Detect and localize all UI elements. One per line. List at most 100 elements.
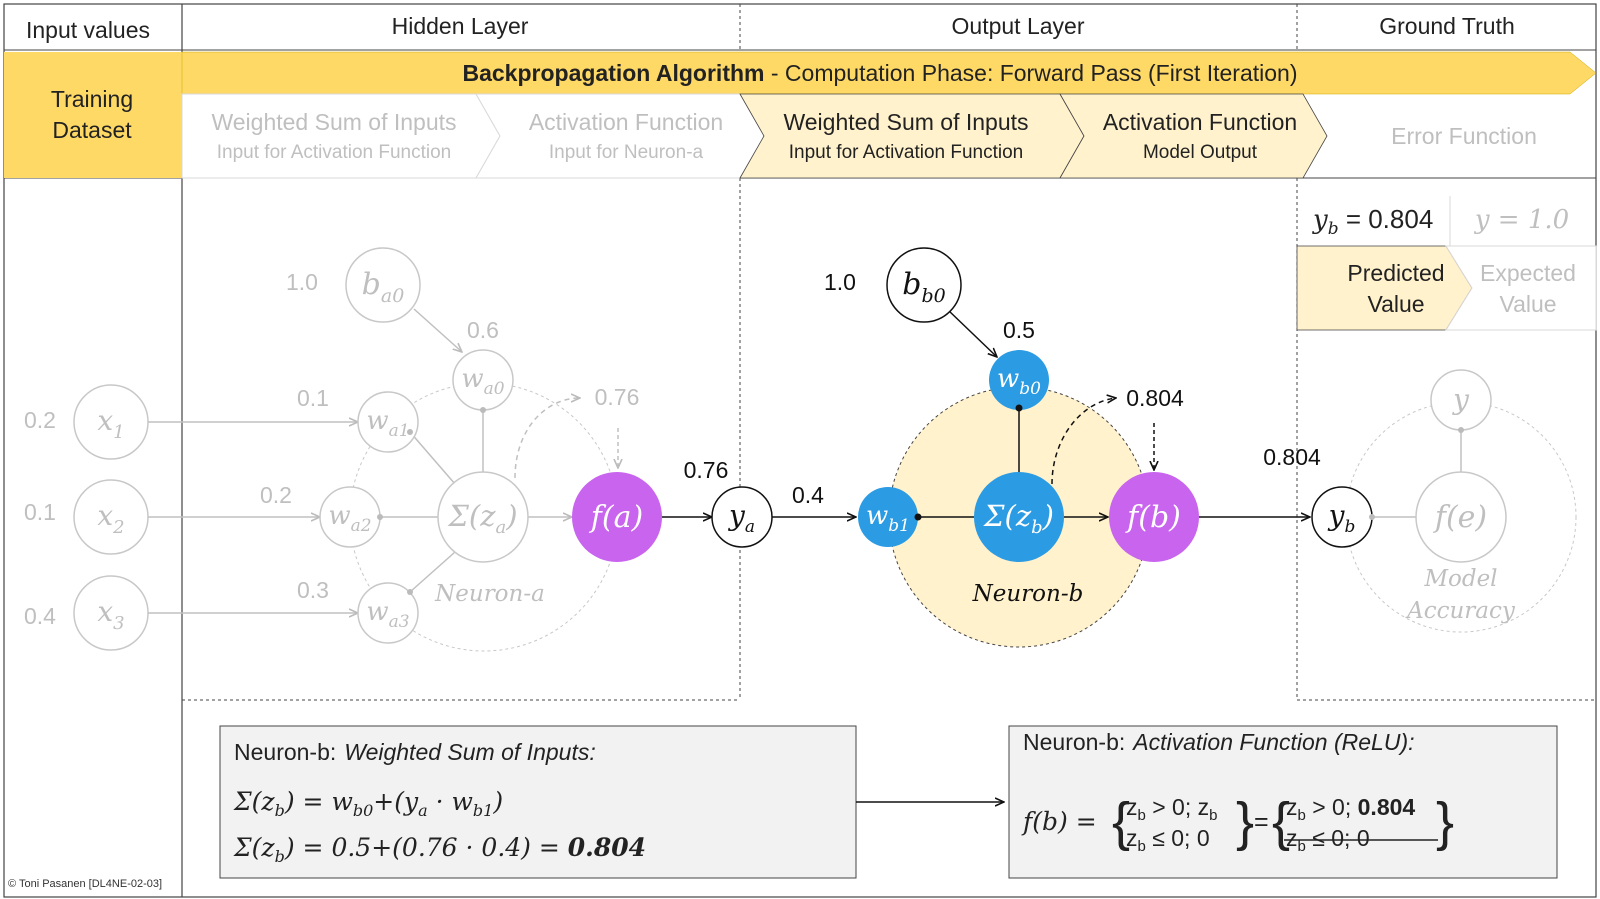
activation-label-fb: f(b) (1125, 500, 1181, 535)
weight-label-wa0: wa0 (461, 364, 504, 399)
neuron-a-output-value: 0.76 (595, 384, 640, 410)
sum-node-b (974, 472, 1064, 562)
neuron-b-name: Neuron-b (972, 581, 1084, 607)
header-output-layer: Output Layer (952, 13, 1085, 39)
node-yb-label: yb (1327, 499, 1356, 537)
weight-value-b1: 0.4 (792, 482, 824, 508)
dot-wb0 (1015, 404, 1023, 412)
expected-label-2: Value (1499, 291, 1556, 317)
weight-label-wb0: wb0 (997, 364, 1041, 399)
step-3-shape (739, 93, 1085, 179)
ya-value: 0.76 (684, 457, 729, 483)
step-1-shape (181, 93, 501, 179)
weight-label-wa1: wa1 (366, 406, 409, 441)
relu-case-2: zb ≤ 0; 0 (1126, 825, 1210, 855)
input-label-x3: x3 (97, 595, 124, 634)
banner-arrow (181, 51, 1597, 95)
step-1-sub: Input for Activation Function (217, 142, 451, 163)
left-brace-2: { (1272, 792, 1290, 852)
bias-value-b: 1.0 (824, 269, 856, 295)
step-2-shape (475, 93, 765, 179)
step-4-title: Activation Function (1103, 109, 1297, 135)
header-input-values: Input values (26, 17, 150, 43)
formula-box-activation (1008, 725, 1558, 879)
error-neuron: y f(e) Model Accuracy (1345, 369, 1577, 633)
weight-value-a2: 0.2 (260, 482, 292, 508)
dot-y (1458, 427, 1464, 433)
weight-value-a0: 0.6 (467, 317, 499, 343)
dot-wa1 (407, 429, 413, 435)
training-label-2: Dataset (52, 117, 132, 143)
node-y-label: y (1451, 383, 1470, 416)
relu-equals: = (1254, 808, 1269, 836)
sum-label-b: Σ(zb) (983, 499, 1054, 538)
header-ground-truth: Ground Truth (1379, 13, 1515, 39)
formula-sum-line1: Σ(zb) = wb0+(ya · wb1) (233, 787, 503, 820)
step-2-title: Activation Function (529, 109, 723, 135)
neuron-a: 1.0 ba0 0.6 0.1 0.2 0.3 wa0 wa1 wa2 wa3 … (148, 247, 662, 652)
weight-value-a3: 0.3 (297, 577, 329, 603)
yb-value: 0.804 (1263, 444, 1321, 470)
step-4-shape (1059, 93, 1328, 179)
credit-text: © Toni Pasanen [DL4NE-02-03] (8, 878, 162, 890)
predicted-label-1: Predicted (1347, 260, 1444, 286)
weight-value-b0: 0.5 (1003, 317, 1035, 343)
step-3-title: Weighted Sum of Inputs (783, 109, 1028, 135)
expected-value-tag (1445, 245, 1597, 331)
formula-act-heading: Neuron-b: Activation Function (ReLU): (1023, 729, 1415, 755)
dot-wa0 (480, 407, 486, 413)
weight-label-wa3: wa3 (366, 597, 409, 632)
predicted-value-tag (1296, 245, 1473, 331)
relu-lhs: f(b) = (1021, 807, 1097, 836)
bias-label-bb0: bb0 (902, 267, 945, 307)
model-accuracy-1: Model (1423, 566, 1497, 592)
training-dataset-cell (4, 52, 182, 178)
bias-node-bb0 (886, 247, 962, 323)
banner-title: Backpropagation Algorithm - Computation … (462, 60, 1297, 86)
input-label-x2: x2 (97, 499, 124, 538)
edge-ba0-wa0 (413, 308, 462, 352)
node-fe-label: f(e) (1433, 500, 1487, 535)
formula-sum-line2: Σ(zb) = 0.5+(0.76 · 0.4) = 0.804 (233, 833, 646, 866)
model-accuracy-2: Accuracy (1405, 598, 1516, 624)
dot-wa2 (377, 514, 383, 520)
weight-node-wa3 (357, 582, 419, 644)
relu-result-case-1: zb > 0; 0.804 (1286, 794, 1415, 824)
bias-node-ba0 (345, 247, 421, 323)
sum-label-a: Σ(za) (447, 499, 517, 538)
formula-box-sum (219, 725, 857, 879)
step-2-sub: Input for Neuron-a (549, 142, 704, 163)
edge-wa1-sum (409, 431, 456, 485)
sum-node-a (437, 471, 529, 563)
expected-label-1: Expected (1480, 260, 1576, 286)
header-hidden-layer: Hidden Layer (392, 13, 529, 39)
input-value-2: 0.1 (24, 499, 56, 525)
expected-value-text: y = 1.0 (1474, 205, 1569, 235)
outer-frame (3, 3, 1597, 898)
predicted-value-text: yb = 0.804 (1312, 204, 1433, 239)
right-brace-1: } (1236, 792, 1254, 852)
input-value-3: 0.4 (24, 603, 56, 629)
formula-sum-heading: Neuron-b: Weighted Sum of Inputs: (234, 739, 596, 765)
edge-bb0-wb0 (947, 309, 997, 357)
right-brace-2: } (1436, 792, 1454, 852)
weight-label-wb1: wb1 (866, 501, 910, 536)
step-chevrons (181, 93, 1328, 179)
input-nodes: 0.2 0.1 0.4 x1 x2 x3 (24, 384, 149, 651)
node-fe (1415, 471, 1507, 563)
step-4-sub: Model Output (1143, 142, 1258, 163)
predicted-label-2: Value (1367, 291, 1424, 317)
weight-label-wa2: wa2 (328, 501, 371, 536)
neuron-b-output-value: 0.804 (1126, 385, 1184, 411)
dot-wa3 (407, 589, 413, 595)
step-5-title: Error Function (1391, 123, 1537, 149)
activation-label-fa: f(a) (589, 500, 643, 535)
edge-wa3-sum (409, 551, 456, 593)
relu-formula: f(b) = { zb > 0; zb zb ≤ 0; 0 } = { zb >… (1021, 792, 1454, 855)
neuron-b: 1.0 bb0 0.5 0.4 wb0 wb1 Σ(zb) f(b) 0.804… (772, 247, 1199, 648)
activation-node-fb (1109, 472, 1199, 562)
weight-value-a1: 0.1 (297, 385, 329, 411)
left-brace-1: { (1112, 792, 1130, 852)
dot-wb1 (914, 513, 922, 521)
